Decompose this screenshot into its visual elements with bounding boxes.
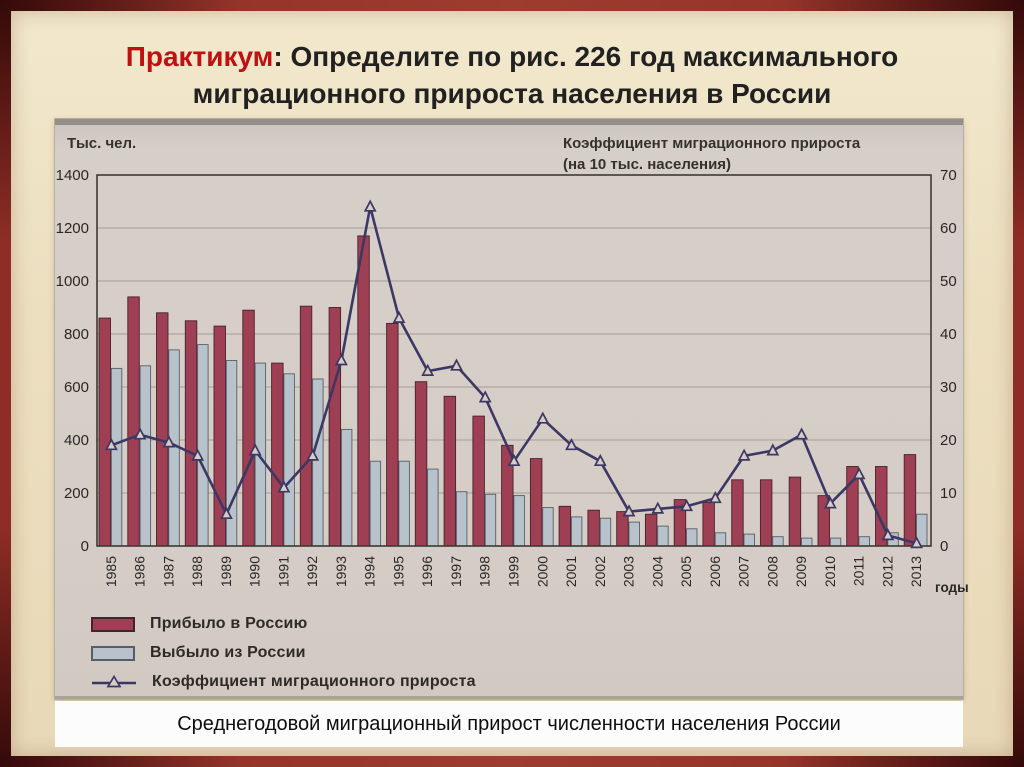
svg-text:60: 60 — [940, 220, 957, 237]
plot-border — [96, 174, 932, 547]
svg-text:1992: 1992 — [304, 556, 320, 587]
svg-text:30: 30 — [940, 379, 957, 396]
title-accent: Практикум — [125, 41, 274, 72]
svg-text:2002: 2002 — [592, 556, 608, 587]
svg-text:1986: 1986 — [132, 556, 148, 587]
svg-text:2006: 2006 — [707, 556, 723, 587]
svg-text:200: 200 — [64, 485, 89, 502]
svg-text:0: 0 — [81, 538, 89, 555]
svg-text:годы: годы — [935, 580, 969, 595]
svg-text:2001: 2001 — [563, 556, 579, 587]
migration-chart: 0 200 400 600 800 1000 1200 1400 0 10 20 30 40 50 60 70… — [56, 167, 969, 595]
svg-text:2005: 2005 — [678, 556, 694, 587]
slide: Практикум: Определите по рис. 226 год ма… — [11, 11, 1013, 756]
svg-text:1000: 1000 — [56, 273, 89, 290]
svg-text:1996: 1996 — [419, 556, 435, 587]
title-line2: миграционного прироста населения в Росси… — [192, 77, 832, 109]
left-axis-title: Тыс. чел. — [67, 135, 137, 152]
svg-text:2011: 2011 — [851, 556, 867, 586]
legend-item-coefficient: Коэффициент миграционного прироста — [91, 673, 476, 690]
legend-swatch-departed — [91, 645, 135, 661]
svg-text:2008: 2008 — [764, 556, 780, 587]
svg-text:800: 800 — [64, 326, 89, 343]
legend-line-sample-icon — [92, 674, 136, 688]
svg-text:1995: 1995 — [391, 556, 407, 587]
svg-text:2013: 2013 — [908, 556, 924, 587]
coefficient-line — [104, 199, 924, 549]
chart-figure: Тыс. чел. Коэффициент миграционного прир… — [55, 119, 969, 699]
svg-text:2004: 2004 — [649, 556, 665, 587]
svg-text:70: 70 — [940, 167, 957, 184]
svg-text:20: 20 — [940, 432, 957, 449]
legend-item-departed: Выбыло из России — [91, 644, 476, 661]
svg-text:2007: 2007 — [736, 556, 752, 587]
legend-item-arrived: Прибыло в Россию — [91, 615, 476, 632]
legend-label-arrived: Прибыло в Россию — [150, 615, 308, 632]
bars — [98, 235, 928, 547]
title-rest: : Определите по рис. 226 год максимально… — [273, 41, 899, 72]
svg-text:1993: 1993 — [333, 556, 349, 587]
svg-text:50: 50 — [940, 273, 957, 290]
svg-text:1990: 1990 — [247, 556, 263, 587]
svg-text:1999: 1999 — [506, 556, 522, 587]
page-title: Практикум: Определите по рис. 226 год ма… — [11, 39, 1013, 113]
right-axis-title: Коэффициент миграционного прироста (на 1… — [563, 133, 860, 175]
svg-text:1985: 1985 — [103, 556, 119, 587]
figure-caption: Среднегодовой миграционный прирост числе… — [55, 701, 963, 747]
legend-label-departed: Выбыло из России — [150, 644, 306, 661]
title-line1: Практикум: Определите по рис. 226 год ма… — [11, 39, 1013, 76]
legend-label-coefficient: Коэффициент миграционного прироста — [152, 673, 476, 690]
chart-legend: Прибыло в Россию Выбыло из России Коэффи… — [91, 615, 476, 690]
svg-text:1991: 1991 — [275, 556, 291, 587]
svg-text:0: 0 — [940, 538, 948, 555]
svg-text:2000: 2000 — [534, 556, 550, 587]
svg-text:1400: 1400 — [56, 167, 89, 184]
svg-text:2003: 2003 — [621, 556, 637, 587]
svg-text:1989: 1989 — [218, 556, 234, 587]
svg-text:10: 10 — [940, 485, 957, 502]
svg-text:400: 400 — [64, 432, 89, 449]
svg-text:2009: 2009 — [793, 556, 809, 587]
axis-tick-labels: 0 200 400 600 800 1000 1200 1400 0 10 20 30 40 50 60 70 — [56, 167, 957, 555]
svg-text:1987: 1987 — [160, 556, 176, 587]
right-axis-title-line2: (на 10 тыс. населения) — [563, 156, 732, 173]
svg-text:1997: 1997 — [448, 556, 464, 587]
legend-swatch-arrived — [91, 616, 135, 632]
svg-text:600: 600 — [64, 379, 89, 396]
svg-text:40: 40 — [940, 326, 957, 343]
svg-text:1200: 1200 — [56, 220, 89, 237]
svg-text:2010: 2010 — [822, 556, 838, 587]
svg-text:1994: 1994 — [362, 556, 378, 587]
svg-text:2012: 2012 — [879, 556, 895, 587]
svg-text:1988: 1988 — [189, 556, 205, 587]
right-axis-title-line1: Коэффициент миграционного прироста — [563, 135, 861, 152]
x-axis-label: годы — [935, 580, 969, 595]
svg-text:1998: 1998 — [477, 556, 493, 587]
year-labels: 1985 1986 1987 1988 1989 1990 1991 1992 1993 1994… — [103, 556, 924, 587]
